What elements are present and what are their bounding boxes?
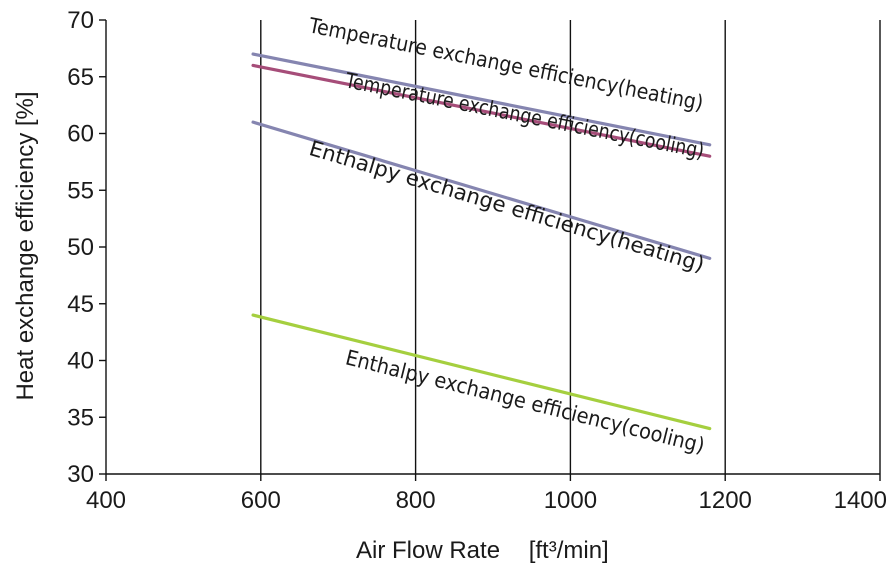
y-tick-label-45: 45 xyxy=(67,291,94,318)
series-line-2 xyxy=(251,63,712,158)
y-tick-label-50: 50 xyxy=(67,234,94,261)
series-label-3: Enthalpy exchange efficiency(heating) xyxy=(306,136,707,276)
y-tick-label-55: 55 xyxy=(67,177,94,204)
y-tick-label-40: 40 xyxy=(67,348,94,375)
x-axis-title: Air Flow Rate [ft³/min] xyxy=(356,537,609,564)
series-lines xyxy=(251,52,712,431)
series-line-3 xyxy=(251,120,712,260)
series-label-4: Enthalpy exchange efficiency(cooling) xyxy=(343,345,707,457)
series-line-1 xyxy=(251,52,712,147)
x-tick-label-800: 800 xyxy=(396,487,436,514)
series-labels: Temperature exchange efficiency(cooling)… xyxy=(306,13,707,458)
y-tick-label-70: 70 xyxy=(67,7,94,34)
y-tick-label-30: 30 xyxy=(67,461,94,488)
x-tick-label-400: 400 xyxy=(86,487,126,514)
y-tick-label-35: 35 xyxy=(67,404,94,431)
grid xyxy=(260,20,881,474)
x-tick-label-1200: 1200 xyxy=(699,487,752,514)
x-axis-unit: [ft³/min] xyxy=(529,537,609,564)
y-axis-title: Heat exchange efficiency [%] xyxy=(12,91,39,400)
x-axis-label: Air Flow Rate xyxy=(356,537,500,564)
x-tick-label-1400: 1400 xyxy=(834,487,887,514)
y-tick-label-60: 60 xyxy=(67,121,94,148)
y-tick-labels: 30 35 40 45 50 55 60 65 70 xyxy=(67,7,106,488)
x-tick-labels: 400 600 800 1000 1200 1400 xyxy=(86,474,887,514)
x-tick-label-600: 600 xyxy=(241,487,281,514)
x-tick-label-1000: 1000 xyxy=(544,487,597,514)
series-line-4 xyxy=(251,313,712,431)
y-tick-label-65: 65 xyxy=(67,64,94,91)
